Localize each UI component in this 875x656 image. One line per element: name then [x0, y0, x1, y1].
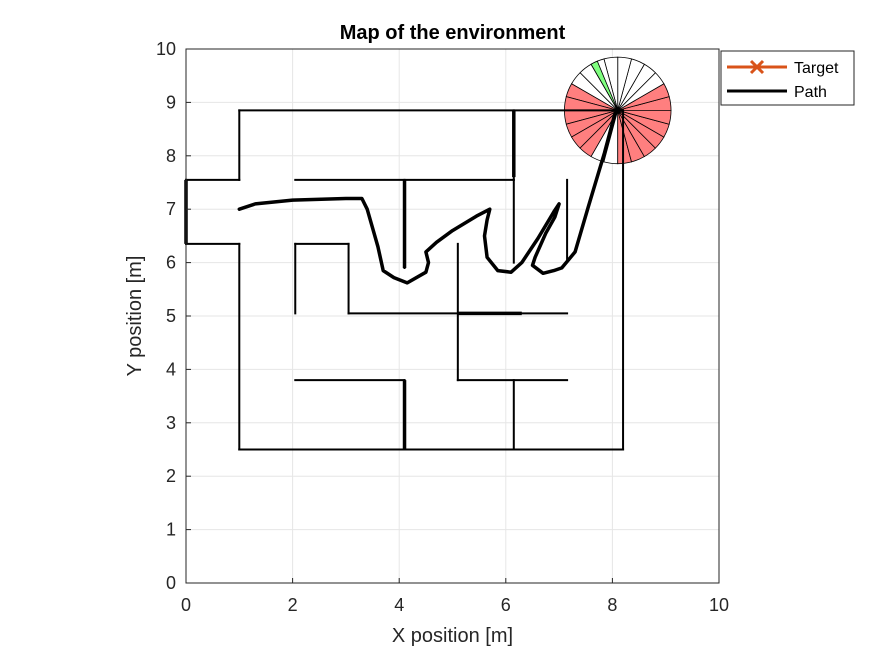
- chart-title: Map of the environment: [340, 22, 566, 44]
- sensor-sector: [617, 110, 672, 125]
- y-tick-label: 3: [166, 413, 176, 433]
- sensor-sector-clear: [590, 60, 619, 111]
- legend-target-x-marker: [749, 59, 765, 75]
- ticks: 0 2 4 6 8 10 0 1 2 3 4 5 6 7 8 9 10: [156, 39, 729, 615]
- y-tick-label: 6: [166, 253, 176, 273]
- legend: Target Path: [720, 50, 855, 106]
- y-tick-label: 1: [166, 520, 176, 540]
- x-axis-label: X position [m]: [392, 625, 513, 647]
- y-tick-label: 2: [166, 466, 176, 486]
- x-tick-label: 6: [501, 595, 511, 615]
- x-tick-label: 10: [709, 595, 729, 615]
- legend-target-label: Target: [794, 60, 839, 77]
- x-tick-label: 8: [607, 595, 617, 615]
- y-tick-label: 0: [166, 573, 176, 593]
- path-series: [237, 111, 617, 285]
- legend-path-label: Path: [794, 84, 827, 101]
- y-tick-label: 10: [156, 39, 176, 59]
- x-tick-label: 4: [394, 595, 404, 615]
- walls: [184, 109, 625, 451]
- x-tick-label: 0: [181, 595, 191, 615]
- y-tick-label: 7: [166, 199, 176, 219]
- legend-box: [720, 50, 855, 106]
- y-tick-label: 5: [166, 306, 176, 326]
- sensor-sweep: [564, 56, 672, 165]
- y-axis-label: Y position [m]: [124, 256, 146, 377]
- x-tick-label: 2: [288, 595, 298, 615]
- y-tick-label: 8: [166, 146, 176, 166]
- y-tick-label: 9: [166, 92, 176, 112]
- path-line: [237, 111, 617, 285]
- y-tick-label: 4: [166, 359, 176, 379]
- x-marker-stroke: [749, 59, 765, 75]
